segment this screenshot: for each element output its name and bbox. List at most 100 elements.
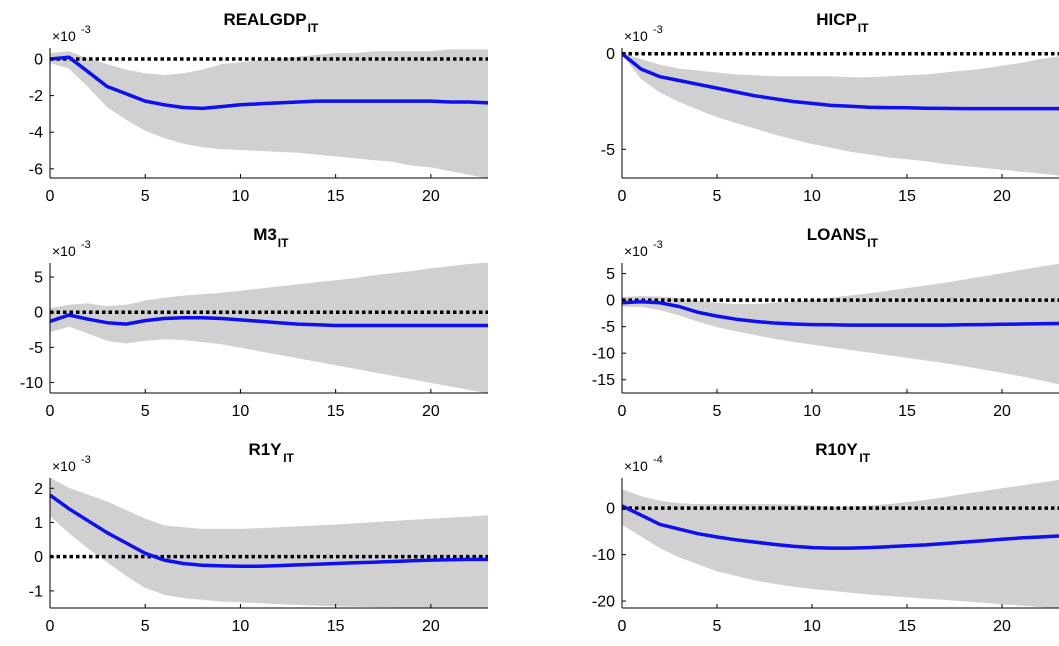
axis-exponent-power: -3 bbox=[81, 454, 91, 466]
axis-exponent-label: ×10 bbox=[624, 243, 648, 259]
axis-exponent-label: ×10 bbox=[52, 243, 76, 259]
x-tick-label: 5 bbox=[141, 188, 150, 205]
median-response-line bbox=[50, 55, 488, 111]
axis-exponent-label: ×10 bbox=[52, 28, 76, 44]
y-tick-label: 0 bbox=[34, 549, 43, 566]
plot-area bbox=[622, 479, 1059, 608]
y-tick-label: 0 bbox=[606, 46, 615, 63]
y-tick-label: -2 bbox=[29, 88, 43, 105]
median-response-line bbox=[622, 52, 1059, 111]
chart-title-subscript: IT bbox=[278, 236, 289, 250]
chart-title-subscript: IT bbox=[283, 451, 294, 465]
y-tick-label: -15 bbox=[592, 372, 615, 389]
x-tick-label: 0 bbox=[618, 188, 627, 205]
chart-panel-realgdp: 0 5 10 15 20 -6 -4 -2 0 ×10 -3 REALGDP IT bbox=[29, 10, 488, 205]
x-tick-label: 20 bbox=[993, 403, 1011, 420]
chart-panel-loans: 0 5 10 15 20 -15 -10 -5 0 5 ×10 -3 LOANS IT bbox=[592, 225, 1059, 420]
x-tick-label: 15 bbox=[898, 618, 916, 635]
x-tick-label: 0 bbox=[46, 618, 55, 635]
y-tick-label: -10 bbox=[592, 547, 615, 564]
confidence-band bbox=[622, 53, 1059, 176]
confidence-band bbox=[622, 479, 1059, 608]
x-tick-label: 10 bbox=[803, 188, 821, 205]
chart-title-subscript: IT bbox=[308, 21, 319, 35]
y-tick-label: -10 bbox=[20, 375, 43, 392]
x-tick-label: 5 bbox=[713, 403, 722, 420]
x-tick-label: 5 bbox=[141, 618, 150, 635]
axis-exponent-power: -4 bbox=[653, 454, 663, 466]
x-tick-label: 20 bbox=[993, 618, 1011, 635]
y-tick-label: 0 bbox=[606, 501, 615, 518]
x-tick-label: 0 bbox=[46, 403, 55, 420]
y-tick-label: -5 bbox=[601, 142, 615, 159]
axis-exponent-label: ×10 bbox=[52, 458, 76, 474]
x-tick-label: 5 bbox=[713, 188, 722, 205]
chart-panel-m3: 0 5 10 15 20 -10 -5 0 5 ×10 -3 M3 IT bbox=[20, 225, 488, 420]
chart-title-subscript: IT bbox=[859, 451, 870, 465]
x-tick-label: 10 bbox=[232, 403, 250, 420]
x-tick-label: 10 bbox=[803, 618, 821, 635]
y-tick-label: 5 bbox=[34, 270, 43, 287]
x-tick-label: 15 bbox=[327, 188, 345, 205]
x-tick-label: 10 bbox=[232, 618, 250, 635]
x-tick-label: 5 bbox=[713, 618, 722, 635]
x-tick-label: 20 bbox=[422, 403, 440, 420]
chart-title: LOANS bbox=[807, 225, 867, 244]
axis-exponent-power: -3 bbox=[653, 239, 663, 251]
y-tick-label: 1 bbox=[34, 515, 43, 532]
axis-exponent-label: ×10 bbox=[624, 458, 648, 474]
plot-area bbox=[50, 49, 488, 178]
chart-title: R1Y bbox=[248, 440, 282, 459]
plot-area bbox=[622, 51, 1059, 176]
y-tick-label: -4 bbox=[29, 125, 43, 142]
axis-exponent-power: -3 bbox=[653, 24, 663, 36]
x-tick-label: 20 bbox=[422, 188, 440, 205]
y-tick-label: 0 bbox=[34, 51, 43, 68]
median-response-line bbox=[622, 504, 1059, 550]
chart-title-subscript: IT bbox=[867, 236, 878, 250]
y-tick-label: 5 bbox=[606, 266, 615, 283]
y-tick-label: -20 bbox=[592, 594, 615, 611]
chart-title: R10Y bbox=[815, 440, 858, 459]
chart-title-subscript: IT bbox=[858, 21, 869, 35]
plot-area bbox=[622, 263, 1059, 385]
y-tick-label: -5 bbox=[29, 340, 43, 357]
chart-title: REALGDP bbox=[223, 10, 306, 29]
x-tick-label: 0 bbox=[46, 188, 55, 205]
plot-area bbox=[50, 478, 488, 608]
x-tick-label: 5 bbox=[141, 403, 150, 420]
y-tick-label: -5 bbox=[601, 319, 615, 336]
axis-exponent-power: -3 bbox=[81, 24, 91, 36]
x-tick-label: 15 bbox=[898, 403, 916, 420]
axis-exponent-label: ×10 bbox=[624, 28, 648, 44]
y-tick-label: 0 bbox=[606, 293, 615, 310]
x-tick-label: 20 bbox=[993, 188, 1011, 205]
y-tick-label: -1 bbox=[29, 583, 43, 600]
median-response-line bbox=[50, 313, 488, 328]
chart-panel-r1y: 0 5 10 15 20 -1 0 1 2 ×10 -3 R1Y IT bbox=[29, 440, 488, 635]
confidence-band bbox=[50, 49, 488, 178]
x-tick-label: 0 bbox=[618, 403, 627, 420]
x-tick-label: 10 bbox=[232, 188, 250, 205]
x-tick-label: 0 bbox=[618, 618, 627, 635]
chart-panel-r10y: 0 5 10 15 20 -20 -10 0 ×10 -4 R10Y IT bbox=[592, 440, 1059, 635]
plot-area bbox=[50, 263, 488, 393]
x-tick-label: 20 bbox=[422, 618, 440, 635]
y-tick-label: 0 bbox=[34, 305, 43, 322]
median-response-line bbox=[50, 493, 488, 569]
y-tick-label: -6 bbox=[29, 161, 43, 178]
axis-exponent-power: -3 bbox=[81, 239, 91, 251]
confidence-band bbox=[50, 478, 488, 608]
x-tick-label: 10 bbox=[803, 403, 821, 420]
x-tick-label: 15 bbox=[327, 403, 345, 420]
y-tick-label: 2 bbox=[34, 481, 43, 498]
median-response-line bbox=[622, 299, 1059, 327]
chart-title: HICP bbox=[816, 10, 857, 29]
x-tick-label: 15 bbox=[327, 618, 345, 635]
chart-panel-hicp: 0 5 10 15 20 -5 0 ×10 -3 HICP IT bbox=[601, 10, 1059, 205]
x-tick-label: 15 bbox=[898, 188, 916, 205]
chart-title: M3 bbox=[253, 225, 277, 244]
y-tick-label: -10 bbox=[592, 346, 615, 363]
confidence-band bbox=[50, 263, 488, 393]
